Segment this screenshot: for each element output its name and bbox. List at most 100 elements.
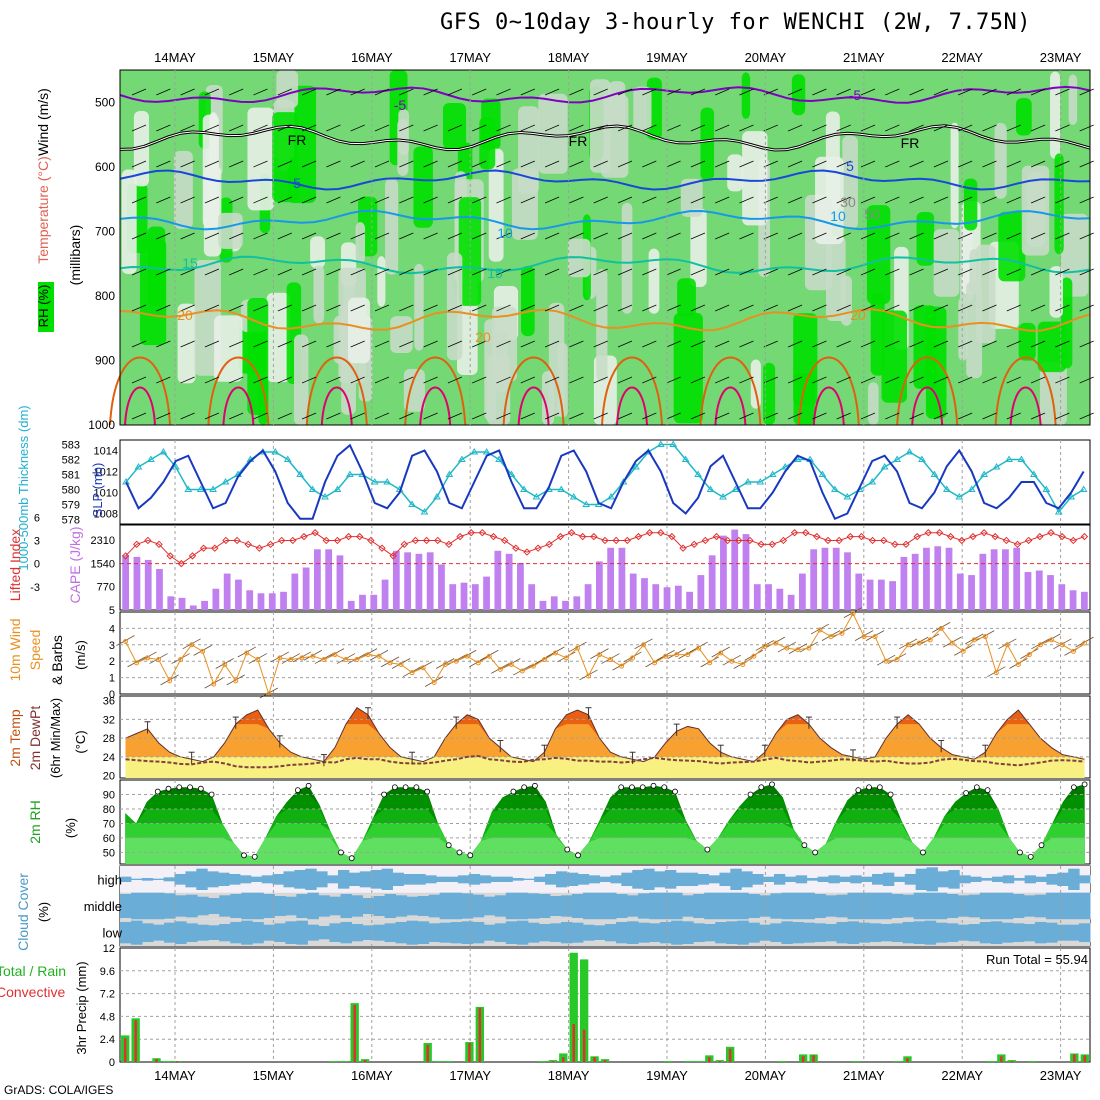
precip-total-bar bbox=[778, 1061, 787, 1062]
cloud-bar bbox=[329, 896, 341, 916]
cloud-bar bbox=[654, 871, 666, 888]
wind-barb bbox=[690, 196, 706, 204]
wind-barb bbox=[399, 340, 414, 348]
wind-barb bbox=[374, 412, 390, 420]
thickness-marker bbox=[905, 448, 914, 455]
cloud-bar bbox=[141, 878, 154, 881]
cloud-bar bbox=[814, 923, 826, 942]
rh-marker bbox=[575, 852, 581, 859]
wind-barb bbox=[277, 232, 292, 240]
li-marker bbox=[991, 532, 999, 541]
wind-barb-10m bbox=[965, 633, 984, 645]
rh-patch bbox=[488, 148, 504, 262]
wind-barb bbox=[982, 196, 997, 204]
cloud-bar bbox=[307, 924, 319, 941]
cloud-bar bbox=[307, 892, 319, 920]
cloud-bar bbox=[643, 868, 655, 890]
wind-barb bbox=[739, 412, 754, 420]
wind-barb bbox=[739, 196, 754, 204]
thickness-marker bbox=[930, 470, 939, 477]
pressure-tick: 1000 bbox=[88, 418, 115, 432]
pressure-tick: 500 bbox=[95, 95, 115, 109]
cape-bar bbox=[742, 534, 750, 610]
rh-marker bbox=[629, 784, 635, 791]
wind-barb-10m bbox=[700, 656, 719, 668]
wind-barb bbox=[350, 304, 365, 312]
wind-barb-10m bbox=[711, 646, 730, 658]
cape-bar bbox=[562, 600, 569, 610]
wind-speed-marker bbox=[971, 637, 977, 643]
thickness-marker bbox=[507, 470, 516, 477]
li-marker bbox=[1036, 532, 1044, 541]
cloud-bar bbox=[1034, 922, 1047, 944]
rh-patch bbox=[214, 315, 243, 382]
cloud-bar bbox=[1078, 892, 1091, 920]
li-marker bbox=[478, 529, 487, 537]
rh-patch bbox=[310, 236, 326, 269]
cloud-bar bbox=[675, 872, 688, 886]
wind-barb bbox=[763, 412, 778, 420]
wind-barb-10m bbox=[248, 653, 267, 664]
wind-speed-marker bbox=[674, 652, 680, 658]
wind-barb bbox=[423, 340, 438, 348]
wind-barb-10m bbox=[369, 649, 389, 661]
day-label-top: 20MAY bbox=[745, 50, 787, 65]
wind-barb bbox=[812, 196, 827, 204]
cloud-bar bbox=[428, 923, 441, 942]
rh-patch bbox=[538, 93, 568, 174]
li-marker bbox=[211, 544, 219, 552]
wind-barb bbox=[1006, 160, 1021, 168]
cloud-bar bbox=[370, 870, 383, 889]
rh-patch bbox=[998, 211, 1026, 282]
rh-patch bbox=[1054, 153, 1064, 255]
cape-bar bbox=[708, 555, 716, 610]
wind-barb bbox=[666, 232, 681, 240]
thickness-marker bbox=[209, 485, 217, 492]
cloud-bar bbox=[406, 920, 419, 945]
wind-barb bbox=[229, 196, 244, 204]
thickness-marker bbox=[271, 448, 280, 455]
cloud-bar bbox=[472, 894, 485, 918]
rh-marker bbox=[176, 784, 183, 791]
thickness-marker bbox=[632, 463, 640, 470]
wind-barb bbox=[958, 376, 973, 384]
wind-barb-10m bbox=[1053, 638, 1072, 650]
wind-barb bbox=[156, 124, 171, 132]
temp-tick: 20 bbox=[103, 771, 115, 783]
cape-bar bbox=[573, 596, 581, 610]
cloud-bar bbox=[120, 876, 132, 882]
li-marker bbox=[768, 540, 776, 549]
li-marker bbox=[222, 536, 230, 545]
wind-barb bbox=[350, 268, 365, 276]
wind-barb bbox=[690, 88, 706, 96]
wind-barb bbox=[301, 196, 317, 204]
wind-barb bbox=[1030, 376, 1046, 384]
rh-marker bbox=[650, 782, 657, 789]
wind-barb bbox=[544, 412, 560, 420]
cloud-bar bbox=[120, 922, 132, 944]
cloud-bar bbox=[730, 868, 742, 890]
cloud-bar bbox=[1012, 923, 1025, 942]
li-marker bbox=[512, 544, 520, 552]
li-marker bbox=[735, 536, 743, 545]
cape-bar bbox=[877, 579, 885, 610]
cape-bar bbox=[765, 584, 772, 610]
precip-convective-bar bbox=[708, 1057, 711, 1062]
cape-bar bbox=[235, 579, 242, 610]
rh-patch bbox=[793, 313, 818, 406]
cape-bar bbox=[122, 555, 130, 610]
cloud-bar bbox=[538, 894, 551, 918]
wind-barb bbox=[447, 412, 463, 420]
thickness-marker bbox=[408, 500, 416, 507]
temp-contour-30 bbox=[1009, 386, 1042, 426]
slp-line bbox=[125, 443, 1085, 521]
cloud-bar bbox=[616, 894, 628, 918]
li-marker bbox=[333, 536, 342, 545]
rh-patch bbox=[479, 116, 496, 170]
wind-barb bbox=[374, 340, 390, 348]
li-marker bbox=[645, 529, 654, 537]
day-label-bottom: 20MAY bbox=[745, 1068, 787, 1083]
cloud-bar bbox=[185, 871, 197, 888]
wind-speed-marker bbox=[828, 634, 834, 640]
wind-barb bbox=[544, 304, 560, 312]
